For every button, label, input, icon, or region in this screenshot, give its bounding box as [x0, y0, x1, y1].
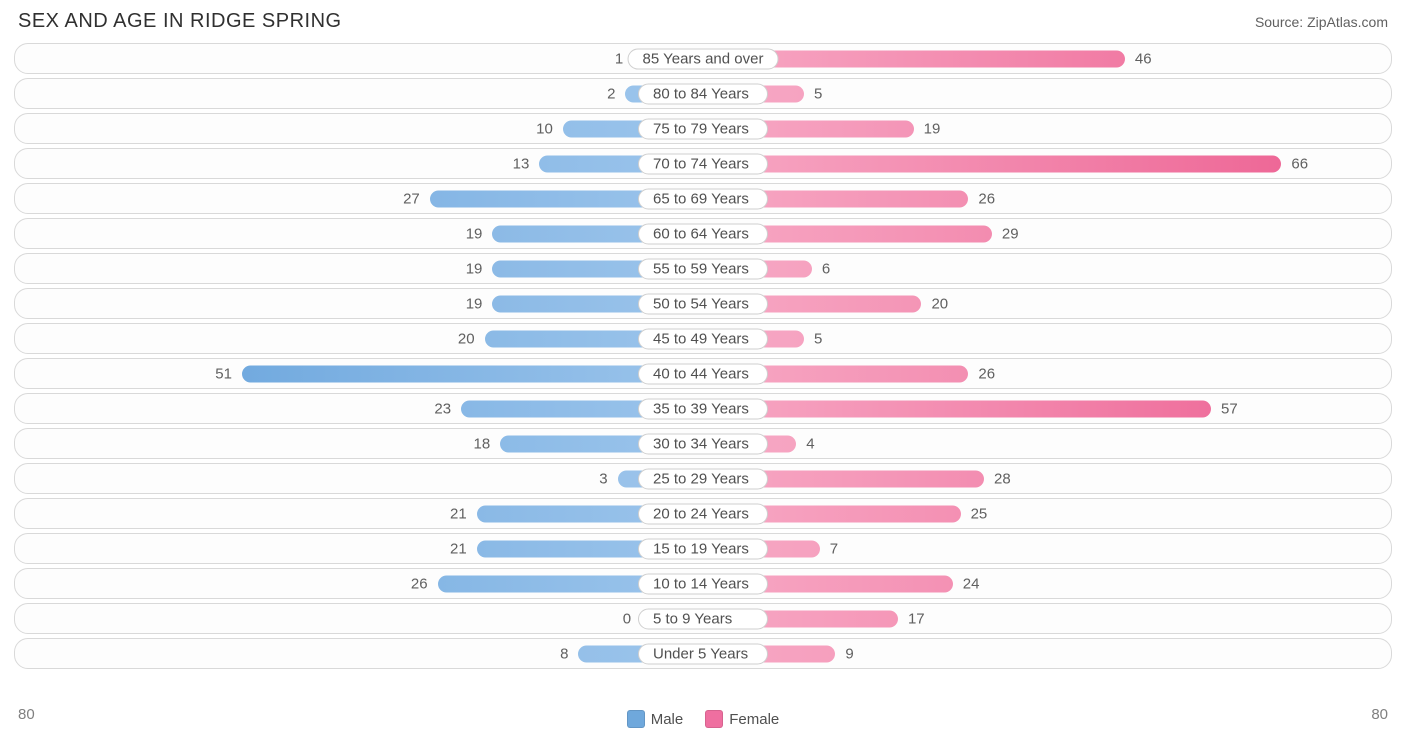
category-pill: 45 to 49 Years — [638, 328, 768, 349]
female-value: 26 — [978, 190, 995, 207]
female-value: 6 — [822, 260, 830, 277]
category-pill: 75 to 79 Years — [638, 118, 768, 139]
category-pill: 55 to 59 Years — [638, 258, 768, 279]
category-pill: 25 to 29 Years — [638, 468, 768, 489]
male-value: 21 — [450, 540, 467, 557]
male-value: 0 — [623, 610, 631, 627]
chart-footer: 80 Male Female 80 — [14, 706, 1392, 732]
legend-female-swatch — [705, 710, 723, 728]
female-value: 5 — [814, 85, 822, 102]
female-value: 4 — [806, 435, 814, 452]
male-value: 51 — [215, 365, 232, 382]
female-value: 9 — [845, 645, 853, 662]
pyramid-row: 51 26 40 to 44 Years — [14, 358, 1392, 389]
pyramid-row: 23 57 35 to 39 Years — [14, 393, 1392, 424]
chart-header: SEX AND AGE IN RIDGE SPRING Source: ZipA… — [14, 10, 1392, 33]
female-value: 46 — [1135, 50, 1152, 67]
female-value: 24 — [963, 575, 980, 592]
chart-source: Source: ZipAtlas.com — [1255, 14, 1388, 30]
pyramid-row: 2 5 80 to 84 Years — [14, 78, 1392, 109]
female-value: 28 — [994, 470, 1011, 487]
pyramid-row: 21 25 20 to 24 Years — [14, 498, 1392, 529]
category-pill: 20 to 24 Years — [638, 503, 768, 524]
male-bar — [242, 365, 703, 382]
male-value: 1 — [615, 50, 623, 67]
female-value: 29 — [1002, 225, 1019, 242]
male-value: 2 — [607, 85, 615, 102]
female-value: 66 — [1291, 155, 1308, 172]
legend-female: Female — [705, 710, 779, 728]
pyramid-row: 1 46 85 Years and over — [14, 43, 1392, 74]
male-value: 27 — [403, 190, 420, 207]
category-pill: 30 to 34 Years — [638, 433, 768, 454]
pyramid-row: 21 7 15 to 19 Years — [14, 533, 1392, 564]
male-value: 26 — [411, 575, 428, 592]
category-pill: 10 to 14 Years — [638, 573, 768, 594]
pyramid-row: 19 29 60 to 64 Years — [14, 218, 1392, 249]
category-pill: 85 Years and over — [628, 48, 779, 69]
legend-male-swatch — [627, 710, 645, 728]
male-value: 21 — [450, 505, 467, 522]
category-pill: 40 to 44 Years — [638, 363, 768, 384]
pyramid-row: 18 4 30 to 34 Years — [14, 428, 1392, 459]
pyramid-row: 26 24 10 to 14 Years — [14, 568, 1392, 599]
pyramid-row: 8 9 Under 5 Years — [14, 638, 1392, 669]
category-pill: 50 to 54 Years — [638, 293, 768, 314]
female-value: 7 — [830, 540, 838, 557]
male-value: 18 — [474, 435, 491, 452]
category-pill: 5 to 9 Years — [638, 608, 768, 629]
pyramid-row: 27 26 65 to 69 Years — [14, 183, 1392, 214]
female-value: 5 — [814, 330, 822, 347]
pyramid-row: 20 5 45 to 49 Years — [14, 323, 1392, 354]
female-bar — [703, 155, 1281, 172]
category-pill: Under 5 Years — [638, 643, 768, 664]
male-value: 10 — [536, 120, 553, 137]
category-pill: 15 to 19 Years — [638, 538, 768, 559]
legend-female-label: Female — [729, 711, 779, 728]
pyramid-row: 19 6 55 to 59 Years — [14, 253, 1392, 284]
category-pill: 60 to 64 Years — [638, 223, 768, 244]
female-value: 17 — [908, 610, 925, 627]
category-pill: 80 to 84 Years — [638, 83, 768, 104]
axis-max-left: 80 — [18, 706, 35, 723]
chart-title: SEX AND AGE IN RIDGE SPRING — [18, 10, 342, 33]
female-value: 57 — [1221, 400, 1238, 417]
female-value: 20 — [931, 295, 948, 312]
male-value: 23 — [434, 400, 451, 417]
legend-male-label: Male — [651, 711, 684, 728]
legend-male: Male — [627, 710, 684, 728]
female-bar — [703, 400, 1211, 417]
pyramid-row: 0 17 5 to 9 Years — [14, 603, 1392, 634]
axis-max-right: 80 — [1371, 706, 1388, 723]
male-value: 8 — [560, 645, 568, 662]
female-value: 26 — [978, 365, 995, 382]
male-value: 19 — [466, 225, 483, 242]
category-pill: 65 to 69 Years — [638, 188, 768, 209]
pyramid-row: 13 66 70 to 74 Years — [14, 148, 1392, 179]
male-value: 19 — [466, 295, 483, 312]
chart-container: SEX AND AGE IN RIDGE SPRING Source: ZipA… — [0, 0, 1406, 740]
female-value: 25 — [971, 505, 988, 522]
male-value: 19 — [466, 260, 483, 277]
pyramid-row: 3 28 25 to 29 Years — [14, 463, 1392, 494]
pyramid-chart: 14685 Years and over2580 to 84 Years1019… — [14, 43, 1392, 700]
category-pill: 35 to 39 Years — [638, 398, 768, 419]
category-pill: 70 to 74 Years — [638, 153, 768, 174]
pyramid-row: 19 20 50 to 54 Years — [14, 288, 1392, 319]
male-value: 3 — [599, 470, 607, 487]
male-value: 13 — [513, 155, 530, 172]
pyramid-row: 10 19 75 to 79 Years — [14, 113, 1392, 144]
female-value: 19 — [924, 120, 941, 137]
male-value: 20 — [458, 330, 475, 347]
